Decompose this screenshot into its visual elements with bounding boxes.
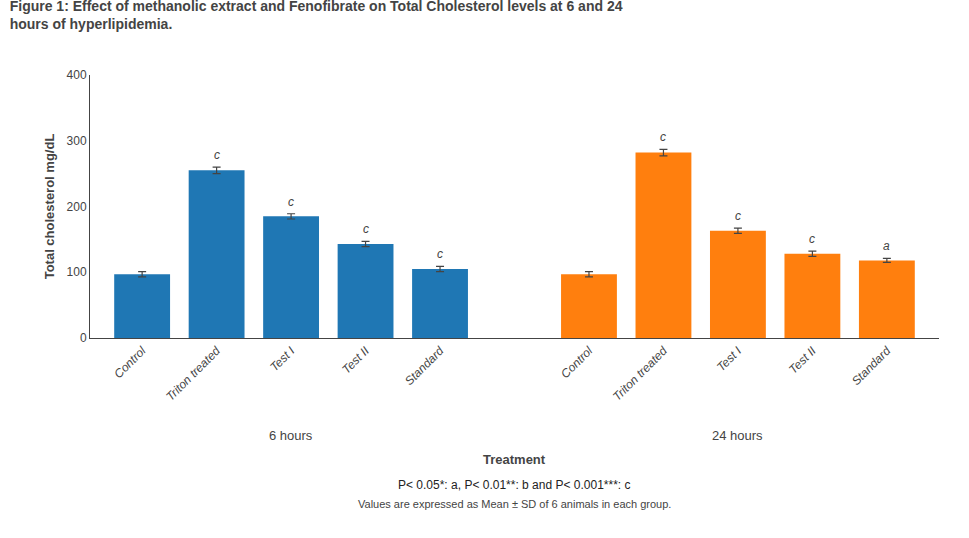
svg-text:Control: Control — [558, 344, 595, 381]
svg-text:c: c — [809, 232, 815, 246]
svg-text:Standard: Standard — [849, 344, 894, 389]
svg-text:Test II: Test II — [786, 343, 819, 376]
svg-text:Treatment: Treatment — [483, 452, 546, 467]
svg-text:Standard: Standard — [402, 344, 447, 389]
svg-text:c: c — [214, 148, 220, 162]
svg-text:c: c — [363, 222, 369, 236]
svg-text:P< 0.05*: a, P< 0.01**: b and: P< 0.05*: a, P< 0.01**: b and P< 0.001**… — [398, 478, 631, 492]
svg-text:200: 200 — [67, 200, 87, 214]
svg-text:a: a — [883, 239, 890, 253]
svg-text:Triton treated: Triton treated — [610, 344, 670, 404]
svg-text:Test I: Test I — [714, 343, 745, 374]
svg-text:6 hours: 6 hours — [269, 428, 313, 443]
svg-text:c: c — [288, 195, 294, 209]
svg-text:c: c — [660, 130, 666, 144]
svg-text:c: c — [437, 247, 443, 261]
svg-text:400: 400 — [67, 68, 87, 82]
svg-text:Control: Control — [111, 344, 148, 381]
svg-text:300: 300 — [67, 134, 87, 148]
svg-text:Total cholesterol mg/dL: Total cholesterol mg/dL — [42, 134, 57, 280]
svg-text:24 hours: 24 hours — [712, 428, 763, 443]
svg-text:Triton treated: Triton treated — [163, 344, 223, 404]
svg-text:100: 100 — [67, 265, 87, 279]
svg-text:0: 0 — [80, 331, 87, 345]
svg-text:Figure 1: Effect of methanolic: Figure 1: Effect of methanolic extract a… — [10, 0, 623, 32]
svg-text:c: c — [735, 209, 741, 223]
svg-text:Test I: Test I — [267, 343, 298, 374]
svg-text:Values are expressed as Mean ±: Values are expressed as Mean ± SD of 6 a… — [358, 498, 671, 510]
svg-text:Test II: Test II — [339, 343, 372, 376]
